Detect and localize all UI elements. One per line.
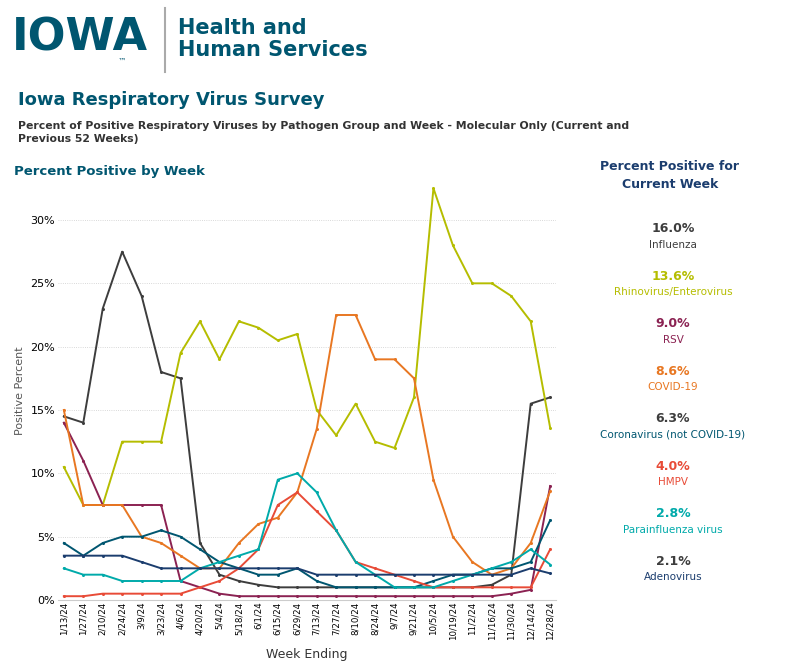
- Text: 2.8%: 2.8%: [656, 507, 691, 520]
- Text: IOWA: IOWA: [12, 17, 148, 60]
- Text: 9.0%: 9.0%: [656, 317, 691, 330]
- Text: Health and: Health and: [178, 18, 307, 38]
- Text: Iowa Respiratory Virus Survey: Iowa Respiratory Virus Survey: [18, 91, 324, 109]
- Text: Percent Positive for
Current Week: Percent Positive for Current Week: [600, 160, 740, 191]
- Text: Human Services: Human Services: [178, 40, 368, 60]
- Text: 2.1%: 2.1%: [656, 554, 691, 568]
- Text: Rhinovirus/Enterovirus: Rhinovirus/Enterovirus: [614, 287, 732, 297]
- Text: 4.0%: 4.0%: [656, 460, 691, 472]
- Text: Percent Positive by Week: Percent Positive by Week: [13, 164, 205, 178]
- Text: Coronavirus (not COVID-19): Coronavirus (not COVID-19): [600, 429, 746, 440]
- Text: RSV: RSV: [663, 335, 683, 344]
- Text: 8.6%: 8.6%: [656, 364, 691, 378]
- Text: 6.3%: 6.3%: [656, 412, 691, 425]
- Text: Percent of Positive Respiratory Viruses by Pathogen Group and Week - Molecular O: Percent of Positive Respiratory Viruses …: [18, 121, 629, 144]
- Text: 16.0%: 16.0%: [651, 222, 694, 235]
- Text: Adenovirus: Adenovirus: [644, 572, 702, 582]
- Text: ™: ™: [118, 57, 127, 66]
- Text: HMPV: HMPV: [658, 477, 688, 487]
- X-axis label: Week Ending: Week Ending: [267, 648, 348, 662]
- Text: COVID-19: COVID-19: [648, 382, 698, 392]
- Y-axis label: Positive Percent: Positive Percent: [15, 347, 25, 435]
- Text: 13.6%: 13.6%: [651, 270, 694, 282]
- Text: Parainfluenza virus: Parainfluenza virus: [623, 525, 723, 535]
- Text: Influenza: Influenza: [649, 240, 697, 250]
